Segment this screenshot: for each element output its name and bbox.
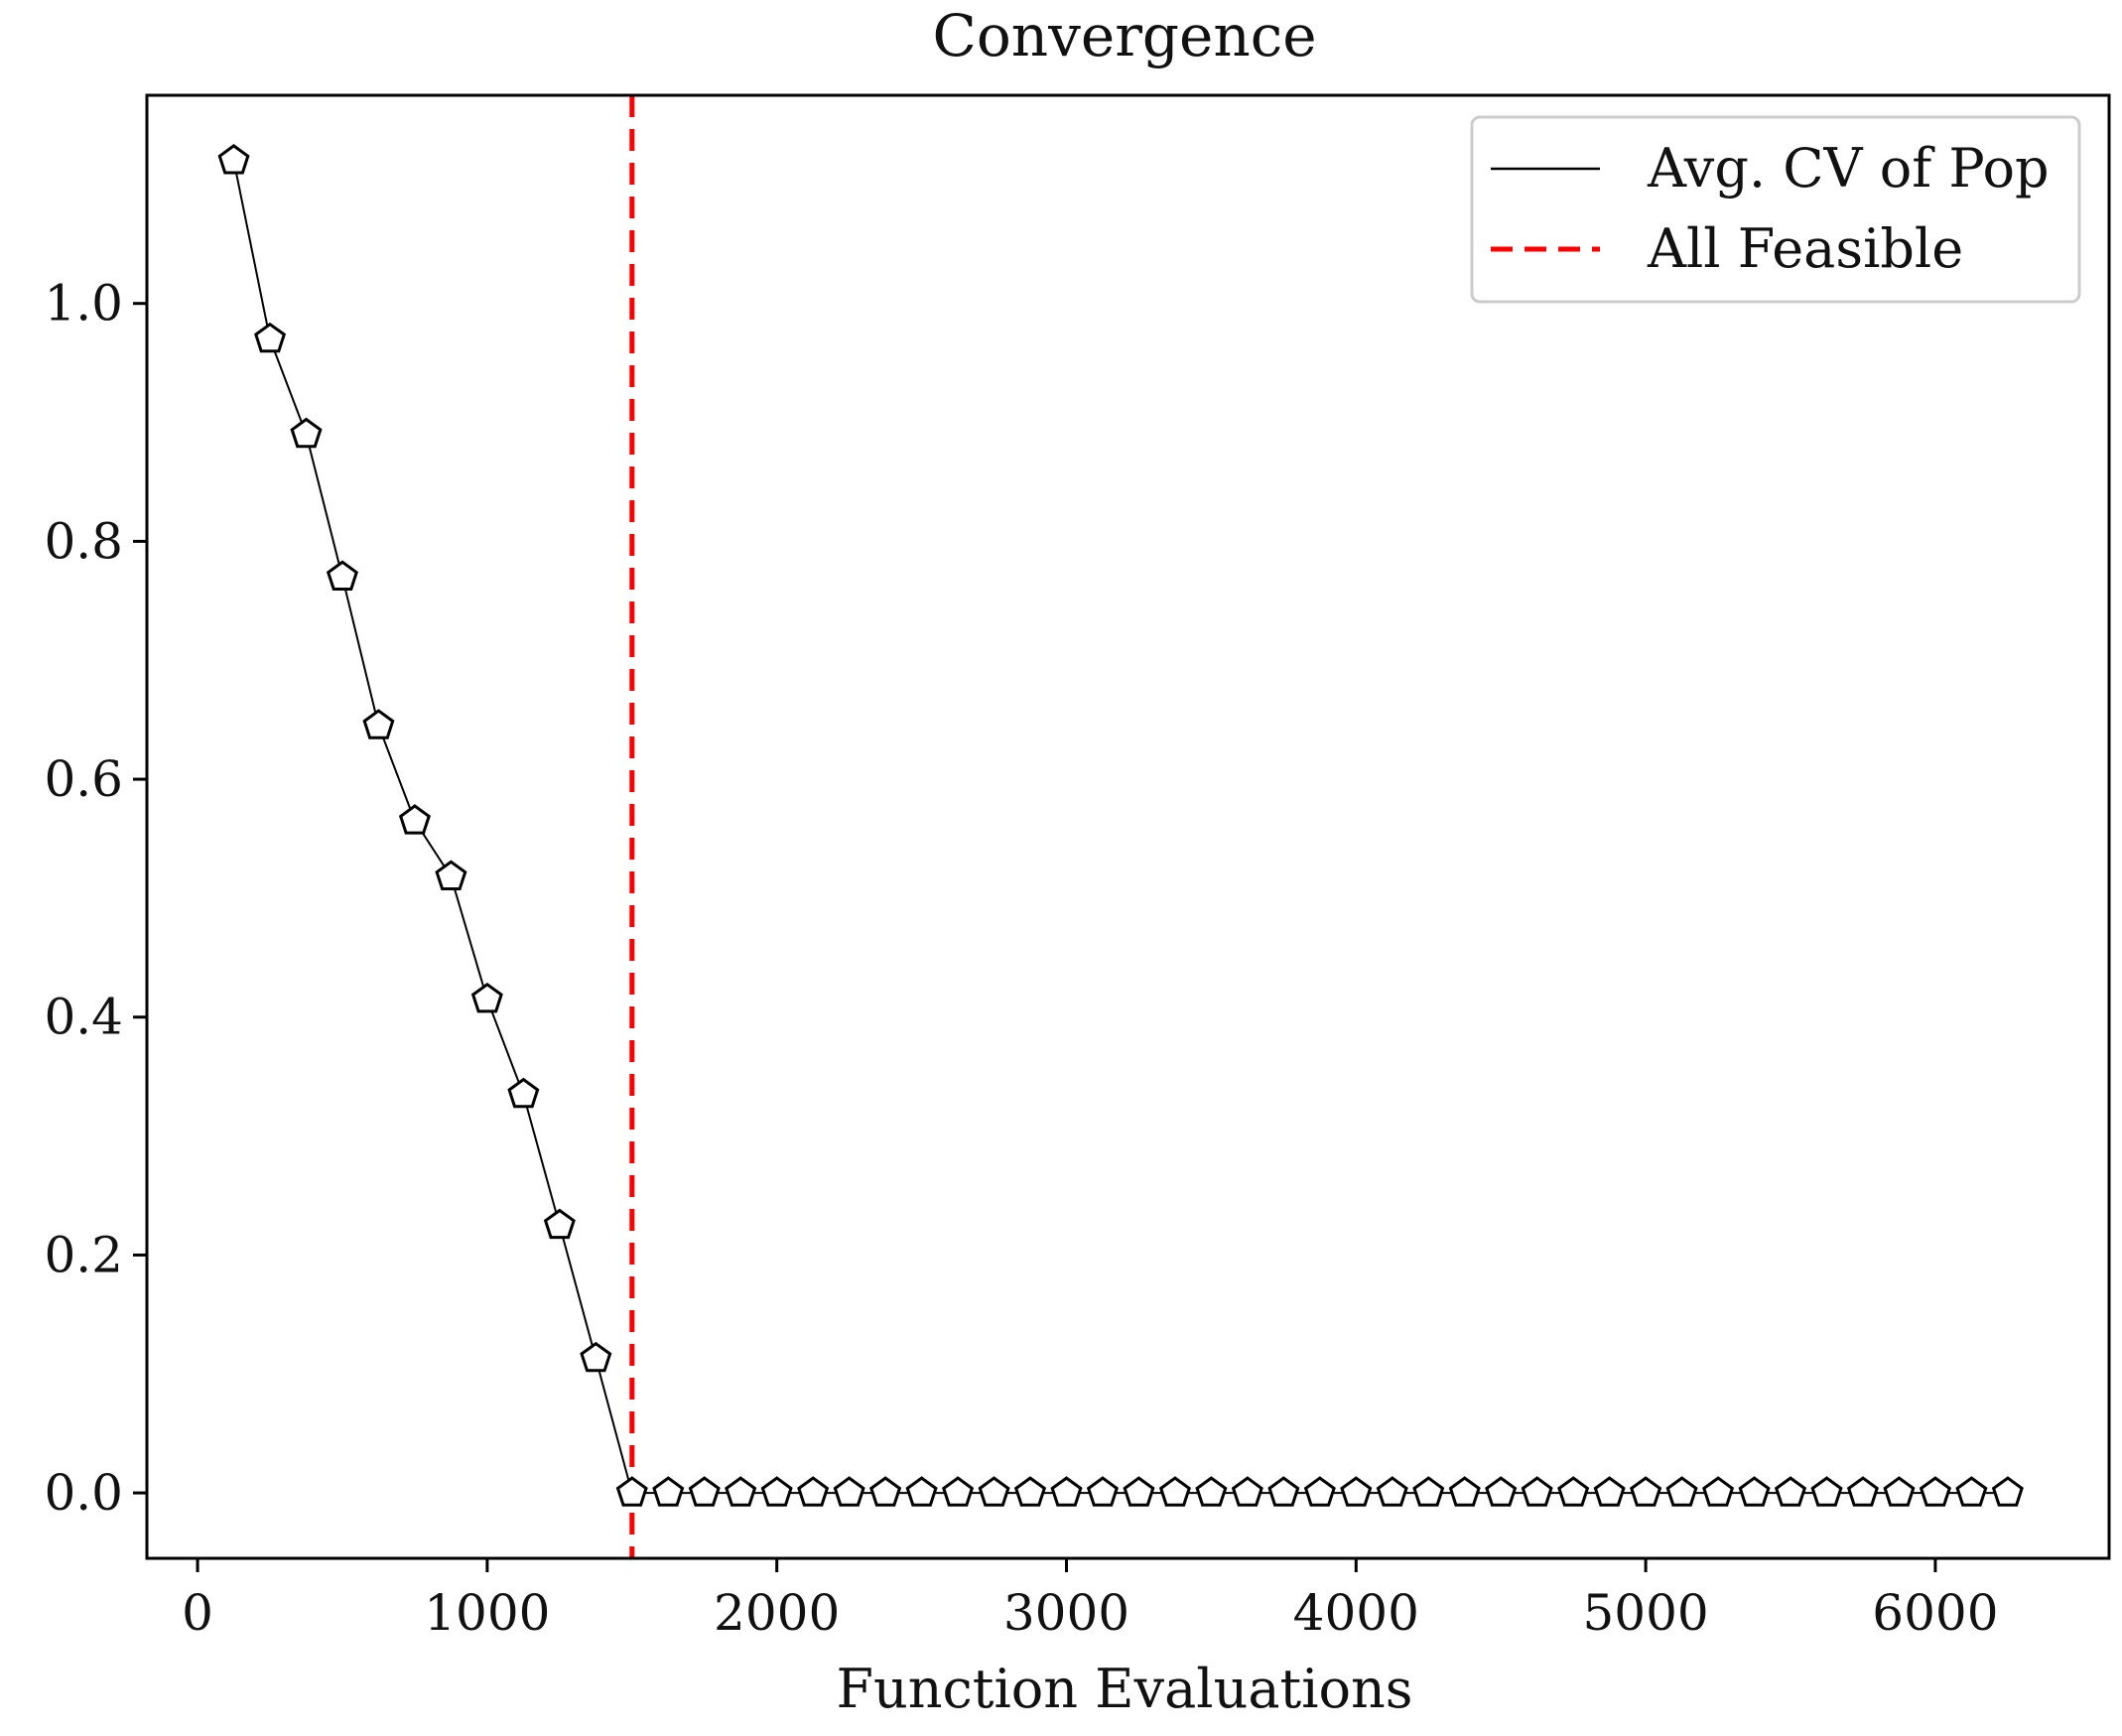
data-point — [1158, 1476, 1191, 1507]
data-point — [1303, 1476, 1336, 1507]
legend-label-avg-cv: Avg. CV of Pop — [1647, 137, 2050, 200]
legend: Avg. CV of Pop All Feasible — [1470, 115, 2081, 304]
plot-area — [217, 95, 2024, 1558]
data-point — [1702, 1476, 1735, 1507]
y-tick-label: 0.8 — [44, 512, 123, 570]
data-point — [254, 322, 287, 353]
data-point — [1086, 1476, 1119, 1507]
data-point — [507, 1077, 540, 1109]
data-point — [1630, 1476, 1662, 1507]
x-tick-label: 5000 — [1582, 1584, 1708, 1642]
data-point — [1521, 1476, 1553, 1507]
data-point — [1665, 1476, 1698, 1507]
data-point — [615, 1476, 648, 1507]
x-tick-label: 3000 — [1003, 1584, 1129, 1642]
data-point — [942, 1476, 975, 1507]
data-point — [1412, 1476, 1445, 1507]
data-point — [1593, 1476, 1626, 1507]
data-point — [1919, 1476, 1951, 1507]
y-tick-label: 0.2 — [44, 1226, 123, 1283]
data-point — [1557, 1476, 1590, 1507]
data-point — [362, 709, 395, 739]
y-tick-label: 0.4 — [44, 989, 123, 1046]
data-point — [1013, 1476, 1047, 1507]
data-point — [1267, 1476, 1300, 1507]
series-line-avg-cv — [232, 160, 2008, 1495]
data-point — [1810, 1476, 1843, 1507]
data-point — [688, 1476, 721, 1507]
data-point — [1448, 1476, 1481, 1507]
y-tick-label: 0.6 — [44, 750, 123, 808]
data-point — [470, 982, 503, 1013]
data-point — [1195, 1476, 1228, 1507]
data-point — [760, 1476, 793, 1507]
data-point — [580, 1341, 612, 1373]
data-point — [1231, 1476, 1263, 1507]
data-point — [1123, 1476, 1155, 1507]
x-tick-label: 0 — [182, 1584, 213, 1642]
chart-title: Convergence — [932, 2, 1316, 69]
data-point — [1485, 1476, 1518, 1507]
legend-box — [1470, 115, 2081, 304]
data-point — [217, 144, 250, 175]
data-point — [1846, 1476, 1879, 1507]
data-point — [725, 1476, 757, 1507]
data-point — [1883, 1476, 1916, 1507]
data-point — [978, 1476, 1010, 1507]
x-tick-label: 6000 — [1872, 1584, 1998, 1642]
axes-frame — [145, 93, 2111, 1560]
data-point — [1340, 1476, 1373, 1507]
y-tick-label: 1.0 — [44, 275, 123, 333]
data-point — [543, 1208, 576, 1240]
data-point — [869, 1476, 902, 1507]
data-point — [1376, 1476, 1408, 1507]
data-point — [398, 804, 431, 835]
x-tick-label: 1000 — [424, 1584, 550, 1642]
data-point — [905, 1476, 938, 1507]
y-axis: 0.0 0.2 0.4 0.6 0.8 1.0 — [44, 275, 147, 1522]
data-point — [1774, 1476, 1807, 1507]
data-point — [833, 1476, 865, 1507]
x-tick-label: 4000 — [1293, 1584, 1419, 1642]
data-point — [797, 1476, 830, 1507]
data-point — [326, 560, 358, 591]
legend-label-all-feasible: All Feasible — [1647, 217, 1963, 280]
data-point — [1991, 1476, 2024, 1507]
x-tick-label: 2000 — [714, 1584, 840, 1642]
data-point — [1738, 1476, 1771, 1507]
x-axis: 0 1000 2000 3000 4000 5000 6000 — [182, 1558, 1999, 1642]
data-point — [290, 417, 323, 449]
y-tick-label: 0.0 — [44, 1464, 123, 1522]
data-point — [1050, 1476, 1083, 1507]
x-axis-label: Function Evaluations — [836, 1658, 1412, 1720]
data-point — [1955, 1476, 1988, 1507]
data-point — [652, 1476, 685, 1507]
data-point — [435, 860, 467, 890]
